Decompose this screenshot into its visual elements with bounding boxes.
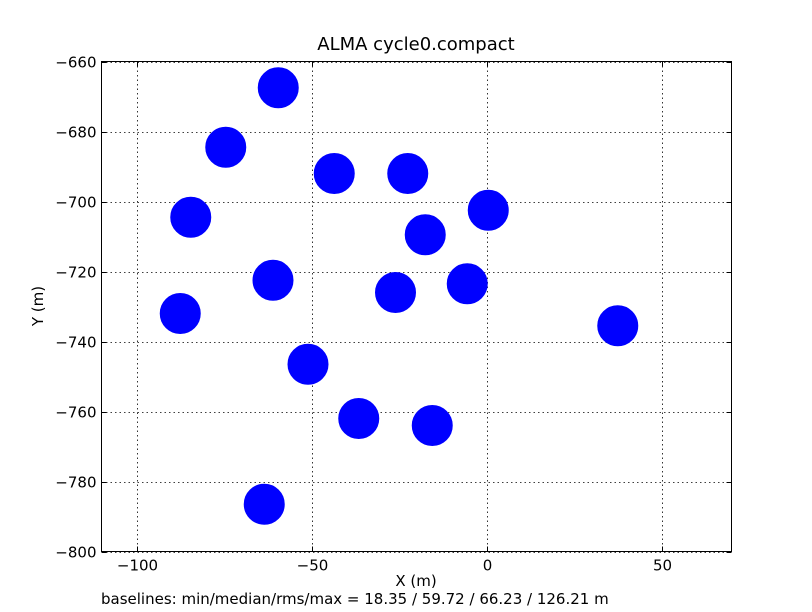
baselines-summary: baselines: min/median/rms/max = 18.35 / …	[101, 590, 609, 608]
antenna-marker	[387, 153, 429, 194]
antenna-marker	[205, 126, 247, 168]
y-tick-label: −660	[55, 54, 96, 72]
antenna-marker	[411, 405, 453, 446]
y-tick-label: −780	[55, 474, 96, 492]
y-tick-label: −700	[55, 194, 96, 212]
antenna-marker	[287, 343, 329, 385]
antenna-marker	[159, 293, 201, 334]
grid-lines	[101, 61, 732, 553]
antenna-marker	[404, 214, 446, 256]
y-tick-label: −720	[55, 264, 96, 282]
antenna-marker	[257, 67, 299, 109]
y-tick-labels: −800 −780 −760 −740 −720 −700 −680 −660	[55, 54, 96, 562]
y-tick-label: −760	[55, 404, 96, 422]
antenna-marker	[170, 196, 212, 238]
x-tick-labels: −100 −50 0 50	[117, 557, 672, 575]
x-tick-label: −50	[297, 557, 329, 575]
y-tick-label: −680	[55, 124, 96, 142]
y-tick-label: −740	[55, 334, 96, 352]
antenna-marker	[243, 483, 285, 525]
antenna-marker	[313, 153, 355, 194]
antenna-points	[159, 67, 639, 525]
axis-ticks	[101, 61, 732, 553]
antenna-marker	[338, 398, 380, 439]
antenna-marker	[597, 305, 639, 347]
antenna-marker	[252, 259, 294, 301]
y-tick-label: −800	[55, 544, 96, 562]
y-axis-label: Y (m)	[29, 286, 47, 327]
plot-frame	[101, 61, 732, 552]
x-tick-label: 0	[483, 557, 493, 575]
x-axis-label: X (m)	[395, 572, 436, 590]
x-tick-label: 50	[653, 557, 672, 575]
antenna-marker	[467, 189, 509, 231]
antenna-marker	[446, 263, 488, 305]
chart-title: ALMA cycle0.compact	[317, 34, 514, 55]
x-tick-label: −100	[117, 557, 158, 575]
antenna-marker	[375, 272, 416, 313]
